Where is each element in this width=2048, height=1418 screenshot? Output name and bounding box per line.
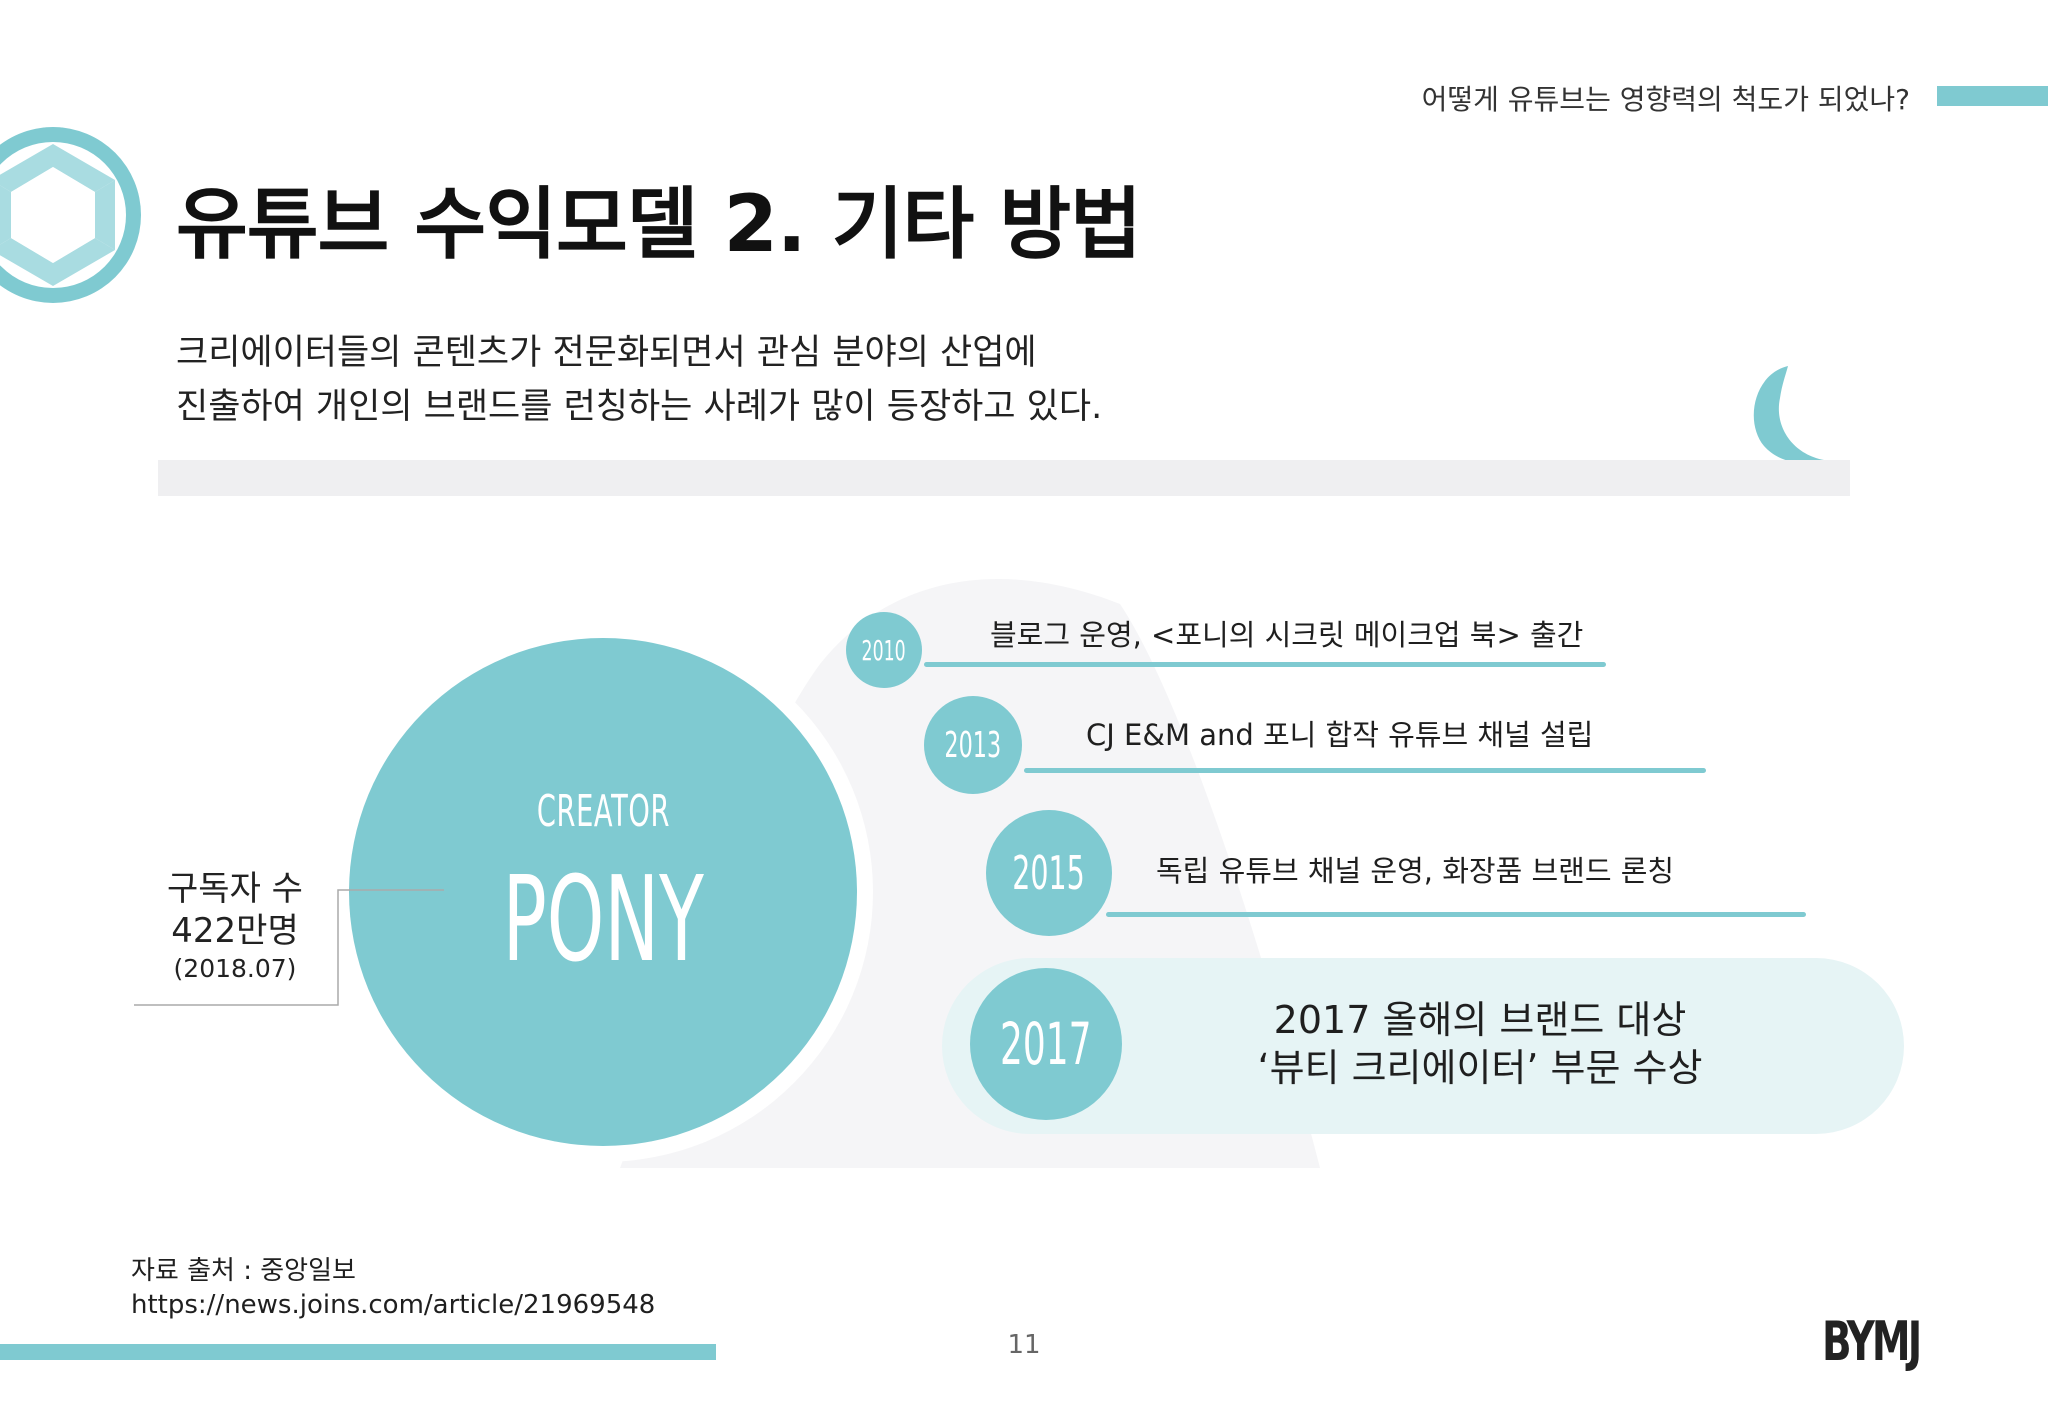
award-text: 2017 올해의 브랜드 대상 ‘뷰티 크리에이터’ 부문 수상 — [1150, 996, 1810, 1092]
page-title: 유튜브 수익모델 2. 기타 방법 — [176, 180, 1142, 270]
subscriber-date: (2018.07) — [173, 954, 297, 983]
page-number: 11 — [1007, 1330, 1041, 1360]
source-citation: 자료 출처 : 중앙일보 https://news.joins.com/arti… — [131, 1254, 655, 1322]
crescent-moon-icon — [1753, 366, 1824, 464]
timeline-item-2015: 2015 — [986, 810, 1112, 936]
subscriber-count: 422만명 — [171, 911, 299, 951]
divider-band — [158, 460, 1850, 496]
aperture-icon — [0, 127, 141, 303]
year-badge: 2010 — [861, 633, 907, 667]
subscriber-connector — [134, 889, 444, 1006]
award-line-1: 2017 올해의 브랜드 대상 — [1273, 998, 1687, 1042]
timeline-event-text: 독립 유튜브 채널 운영, 화장품 브랜드 론칭 — [1156, 854, 1675, 888]
creator-circle — [349, 638, 857, 1146]
subscriber-info: 구독자 수 422만명 (2018.07) — [140, 868, 330, 986]
timeline-item-2010: 2010 — [846, 612, 922, 688]
intro-text: 크리에이터들의 콘텐츠가 전문화되면서 관심 분야의 산업에 진출하여 개인의 … — [176, 326, 1102, 434]
intro-line-2: 진출하여 개인의 브랜드를 런칭하는 사례가 많이 등장하고 있다. — [176, 387, 1103, 427]
intro-line-1: 크리에이터들의 콘텐츠가 전문화되면서 관심 분야의 산업에 — [176, 333, 1037, 373]
brand-logo: BYMJ — [1822, 1310, 1922, 1373]
year-badge: 2013 — [944, 724, 1002, 766]
timeline-event-text: CJ E&M and 포니 합작 유튜브 채널 설립 — [1086, 718, 1594, 752]
award-line-2: ‘뷰티 크리에이터’ 부문 수상 — [1257, 1046, 1703, 1090]
creator-label: CREATOR — [536, 786, 670, 837]
footer-accent-bar — [0, 1344, 716, 1360]
source-url[interactable]: https://news.joins.com/article/21969548 — [131, 1290, 656, 1320]
year-badge: 2017 — [1000, 1010, 1092, 1078]
topic-accent-bar — [1937, 86, 2048, 106]
subscriber-label: 구독자 수 — [167, 869, 303, 909]
timeline-event-text: 블로그 운영, <포니의 시크릿 메이크업 북> 출간 — [990, 618, 1584, 652]
timeline-item-2017: 2017 — [970, 968, 1122, 1120]
creator-name: PONY — [502, 850, 704, 988]
source-label: 자료 출처 : 중앙일보 — [131, 1256, 356, 1286]
timeline-item-2013: 2013 — [924, 696, 1022, 794]
timeline-line — [924, 662, 1606, 667]
timeline-line — [1106, 912, 1806, 917]
timeline-line — [1024, 768, 1706, 773]
year-badge: 2015 — [1012, 846, 1086, 900]
section-topic: 어떻게 유튜브는 영향력의 척도가 되었나? — [1421, 83, 1910, 116]
